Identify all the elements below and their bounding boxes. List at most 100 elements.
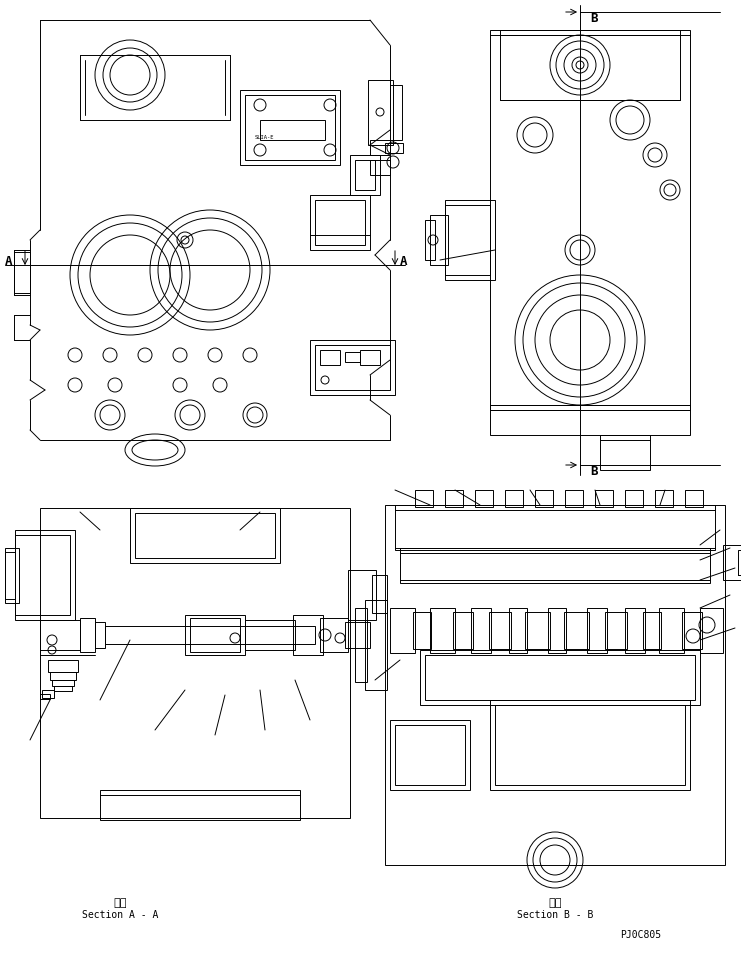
Bar — [15, 530, 75, 620]
Bar — [365, 600, 387, 690]
Bar — [190, 618, 240, 652]
Bar — [395, 505, 715, 550]
Bar — [600, 435, 650, 470]
Bar — [100, 790, 300, 820]
Text: 断面: 断面 — [548, 898, 562, 908]
Bar — [682, 612, 702, 649]
Bar — [390, 608, 415, 653]
Bar — [471, 608, 491, 653]
Bar — [505, 490, 523, 507]
Bar — [348, 570, 376, 620]
Bar — [315, 345, 390, 390]
Bar — [548, 608, 566, 653]
Bar — [40, 694, 50, 699]
Bar — [48, 660, 78, 672]
Bar — [310, 195, 370, 250]
Bar — [40, 508, 350, 818]
Bar — [415, 490, 433, 507]
Text: 断面: 断面 — [113, 898, 127, 908]
Bar — [350, 155, 380, 195]
Text: B: B — [590, 465, 597, 478]
Bar — [52, 680, 74, 686]
Bar — [413, 612, 431, 649]
Bar — [445, 490, 463, 507]
Bar — [509, 608, 527, 653]
Bar — [643, 612, 661, 649]
Bar — [564, 612, 589, 649]
Bar — [475, 490, 493, 507]
Bar — [390, 85, 402, 140]
Bar — [105, 626, 315, 644]
Bar — [655, 490, 673, 507]
Text: Section B - B: Section B - B — [516, 910, 594, 920]
Bar — [54, 686, 72, 691]
Bar — [368, 80, 393, 145]
Bar — [425, 220, 435, 260]
Bar — [453, 612, 473, 649]
Bar — [489, 612, 511, 649]
Bar — [135, 513, 275, 558]
Bar — [430, 608, 455, 653]
Bar — [685, 490, 703, 507]
Bar — [659, 608, 684, 653]
Bar — [495, 705, 685, 785]
Bar — [40, 620, 80, 650]
Text: Section A - A: Section A - A — [82, 910, 158, 920]
Bar — [445, 200, 495, 280]
Bar — [400, 548, 710, 583]
Bar — [245, 620, 295, 650]
Bar — [535, 490, 553, 507]
Bar — [5, 552, 15, 599]
Bar — [390, 720, 470, 790]
Bar — [625, 608, 645, 653]
Bar — [595, 490, 613, 507]
Bar — [95, 622, 105, 648]
Bar — [372, 575, 387, 613]
Bar — [445, 205, 490, 275]
Bar — [370, 140, 390, 155]
Bar — [425, 655, 695, 700]
Bar — [430, 215, 448, 265]
Text: PJ0C805: PJ0C805 — [620, 930, 661, 940]
Bar — [185, 615, 245, 655]
Bar — [490, 700, 690, 790]
Bar — [420, 650, 700, 705]
Bar — [310, 340, 395, 395]
Bar — [42, 690, 54, 698]
Bar — [245, 95, 335, 160]
Bar — [525, 612, 550, 649]
Bar — [385, 143, 403, 153]
Bar — [320, 618, 348, 652]
Bar — [700, 608, 723, 653]
Bar — [605, 612, 627, 649]
Bar — [15, 535, 70, 615]
Text: A: A — [400, 255, 408, 268]
Bar — [14, 252, 30, 293]
Bar — [315, 200, 365, 245]
Bar — [565, 490, 583, 507]
Bar — [293, 615, 323, 655]
Bar — [738, 550, 741, 575]
Bar — [345, 352, 360, 362]
Text: A: A — [5, 255, 13, 268]
Bar — [345, 622, 370, 648]
Bar — [355, 608, 367, 682]
Bar — [130, 508, 280, 563]
Text: B: B — [590, 12, 597, 25]
Bar — [625, 490, 643, 507]
Bar — [385, 505, 725, 865]
Bar — [723, 545, 741, 580]
Bar — [587, 608, 607, 653]
Bar — [490, 405, 690, 435]
Bar — [80, 618, 95, 652]
Bar — [50, 672, 76, 680]
Bar — [395, 725, 465, 785]
Bar — [240, 90, 340, 165]
Bar — [500, 30, 680, 100]
Text: SLIA-E: SLIA-E — [255, 135, 274, 140]
Bar — [355, 160, 375, 190]
Bar — [490, 30, 690, 410]
Bar — [5, 548, 19, 603]
Bar — [260, 120, 325, 140]
Bar — [360, 350, 380, 365]
